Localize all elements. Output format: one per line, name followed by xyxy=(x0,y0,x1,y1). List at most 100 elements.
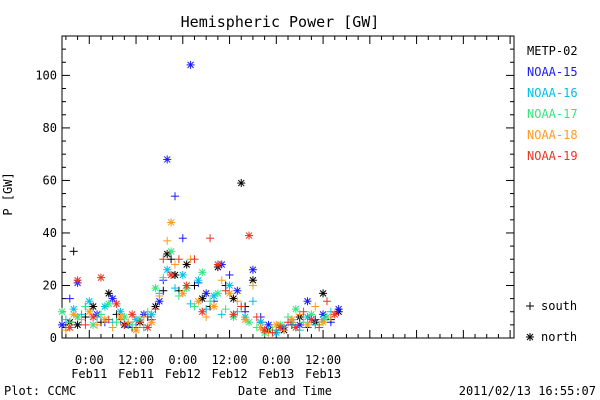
data-point-north xyxy=(182,260,191,269)
data-point-north xyxy=(69,310,78,319)
legend-marker-south xyxy=(526,302,534,310)
data-point-north xyxy=(89,312,98,321)
data-point-north xyxy=(237,179,246,188)
data-point-south xyxy=(225,270,234,279)
data-point-north xyxy=(248,265,257,274)
data-point-south xyxy=(217,310,226,319)
plot-timestamp: 2011/02/13 16:55:07 xyxy=(459,384,596,398)
data-point-south xyxy=(268,328,277,337)
legend-item: NOAA-15 xyxy=(527,65,578,79)
data-point-north xyxy=(151,284,160,293)
data-point-south xyxy=(143,307,152,316)
data-point-north xyxy=(73,320,82,329)
series-noaa-18 xyxy=(61,218,335,337)
data-point-north xyxy=(85,307,94,316)
y-tick-label: 40 xyxy=(43,226,57,240)
data-point-south xyxy=(65,294,74,303)
data-point-south xyxy=(174,255,183,264)
data-point-south xyxy=(206,297,215,306)
data-point-north xyxy=(167,270,176,279)
data-point-south xyxy=(96,310,105,319)
data-point-north xyxy=(104,289,113,298)
data-point-north xyxy=(319,318,328,327)
y-tick-label: 100 xyxy=(35,68,57,82)
data-point-south xyxy=(237,302,246,311)
data-point-south xyxy=(135,318,144,327)
data-point-south xyxy=(77,315,86,324)
y-axis-label: P [GW] xyxy=(1,172,15,215)
data-point-north xyxy=(194,297,203,306)
data-point-north xyxy=(198,307,207,316)
legend-marker-label: south xyxy=(541,299,577,313)
data-point-south xyxy=(233,297,242,306)
data-point-north xyxy=(108,294,117,303)
x-tick-time-label: 12:00 xyxy=(211,353,247,367)
data-point-south xyxy=(139,312,148,321)
data-point-south xyxy=(248,281,257,290)
data-point-south xyxy=(81,302,90,311)
data-point-north xyxy=(73,276,82,285)
x-tick-date-label: Feb12 xyxy=(165,367,201,381)
x-tick-date-label: Feb12 xyxy=(211,367,247,381)
x-tick-date-label: Feb11 xyxy=(71,367,107,381)
data-point-south xyxy=(248,297,257,306)
data-point-south xyxy=(155,291,164,300)
y-axis: 0 20 40 60 80 100 xyxy=(35,35,514,345)
x-tick-time-label: 0:00 xyxy=(75,353,104,367)
data-point-north xyxy=(194,276,203,285)
data-point-south xyxy=(151,305,160,314)
data-point-north xyxy=(245,318,254,327)
plot-border xyxy=(61,35,515,339)
data-point-north xyxy=(276,323,285,332)
data-point-north xyxy=(291,305,300,314)
x-axis-label: Date and Time xyxy=(238,384,332,398)
data-point-north xyxy=(65,323,74,332)
data-point-south xyxy=(311,302,320,311)
data-point-north xyxy=(213,289,222,298)
legend-item: NOAA-18 xyxy=(527,128,578,142)
data-point-north xyxy=(163,155,172,164)
data-point-south xyxy=(171,192,179,201)
x-tick-time-label: 0:00 xyxy=(168,353,197,367)
data-point-north xyxy=(198,268,207,277)
data-point-north xyxy=(225,281,234,290)
data-point-south xyxy=(159,255,168,264)
data-point-north xyxy=(58,320,66,329)
data-point-north xyxy=(330,310,339,319)
data-point-south xyxy=(202,312,211,321)
legend: METP-02 NOAA-15 NOAA-16 NOAA-17 NOAA-18 NOAA-… xyxy=(526,44,578,344)
data-point-south xyxy=(81,320,90,329)
data-point-north xyxy=(307,315,316,324)
x-tick-time-label: 0:00 xyxy=(262,353,291,367)
data-point-north xyxy=(241,315,250,324)
data-point-north xyxy=(104,299,113,308)
data-point-south xyxy=(112,318,121,327)
x-tick-date-label: Feb11 xyxy=(118,367,154,381)
data-point-south xyxy=(206,234,215,243)
data-point-south xyxy=(252,312,261,321)
series-noaa-19 xyxy=(65,231,339,337)
data-point-south xyxy=(159,273,168,282)
data-point-north xyxy=(319,289,328,298)
data-point-north xyxy=(256,323,265,332)
data-point-south xyxy=(221,286,230,295)
chart-title: Hemispheric Power [GW] xyxy=(181,13,380,31)
x-tick-date-label: Feb13 xyxy=(258,367,294,381)
data-point-north xyxy=(132,326,141,335)
legend-marker-label: north xyxy=(541,330,577,344)
data-point-north xyxy=(167,218,176,227)
data-point-north xyxy=(202,289,211,298)
y-tick-label: 20 xyxy=(43,278,57,292)
legend-item: NOAA-16 xyxy=(527,86,578,100)
data-point-north xyxy=(307,310,316,319)
data-point-north xyxy=(112,299,121,308)
data-point-south xyxy=(69,247,78,256)
data-point-north xyxy=(116,312,125,321)
data-points xyxy=(58,60,343,337)
data-point-north xyxy=(167,247,176,256)
data-point-north xyxy=(178,270,187,279)
data-point-north xyxy=(233,286,242,295)
data-point-north xyxy=(155,297,164,306)
data-point-north xyxy=(116,307,125,316)
